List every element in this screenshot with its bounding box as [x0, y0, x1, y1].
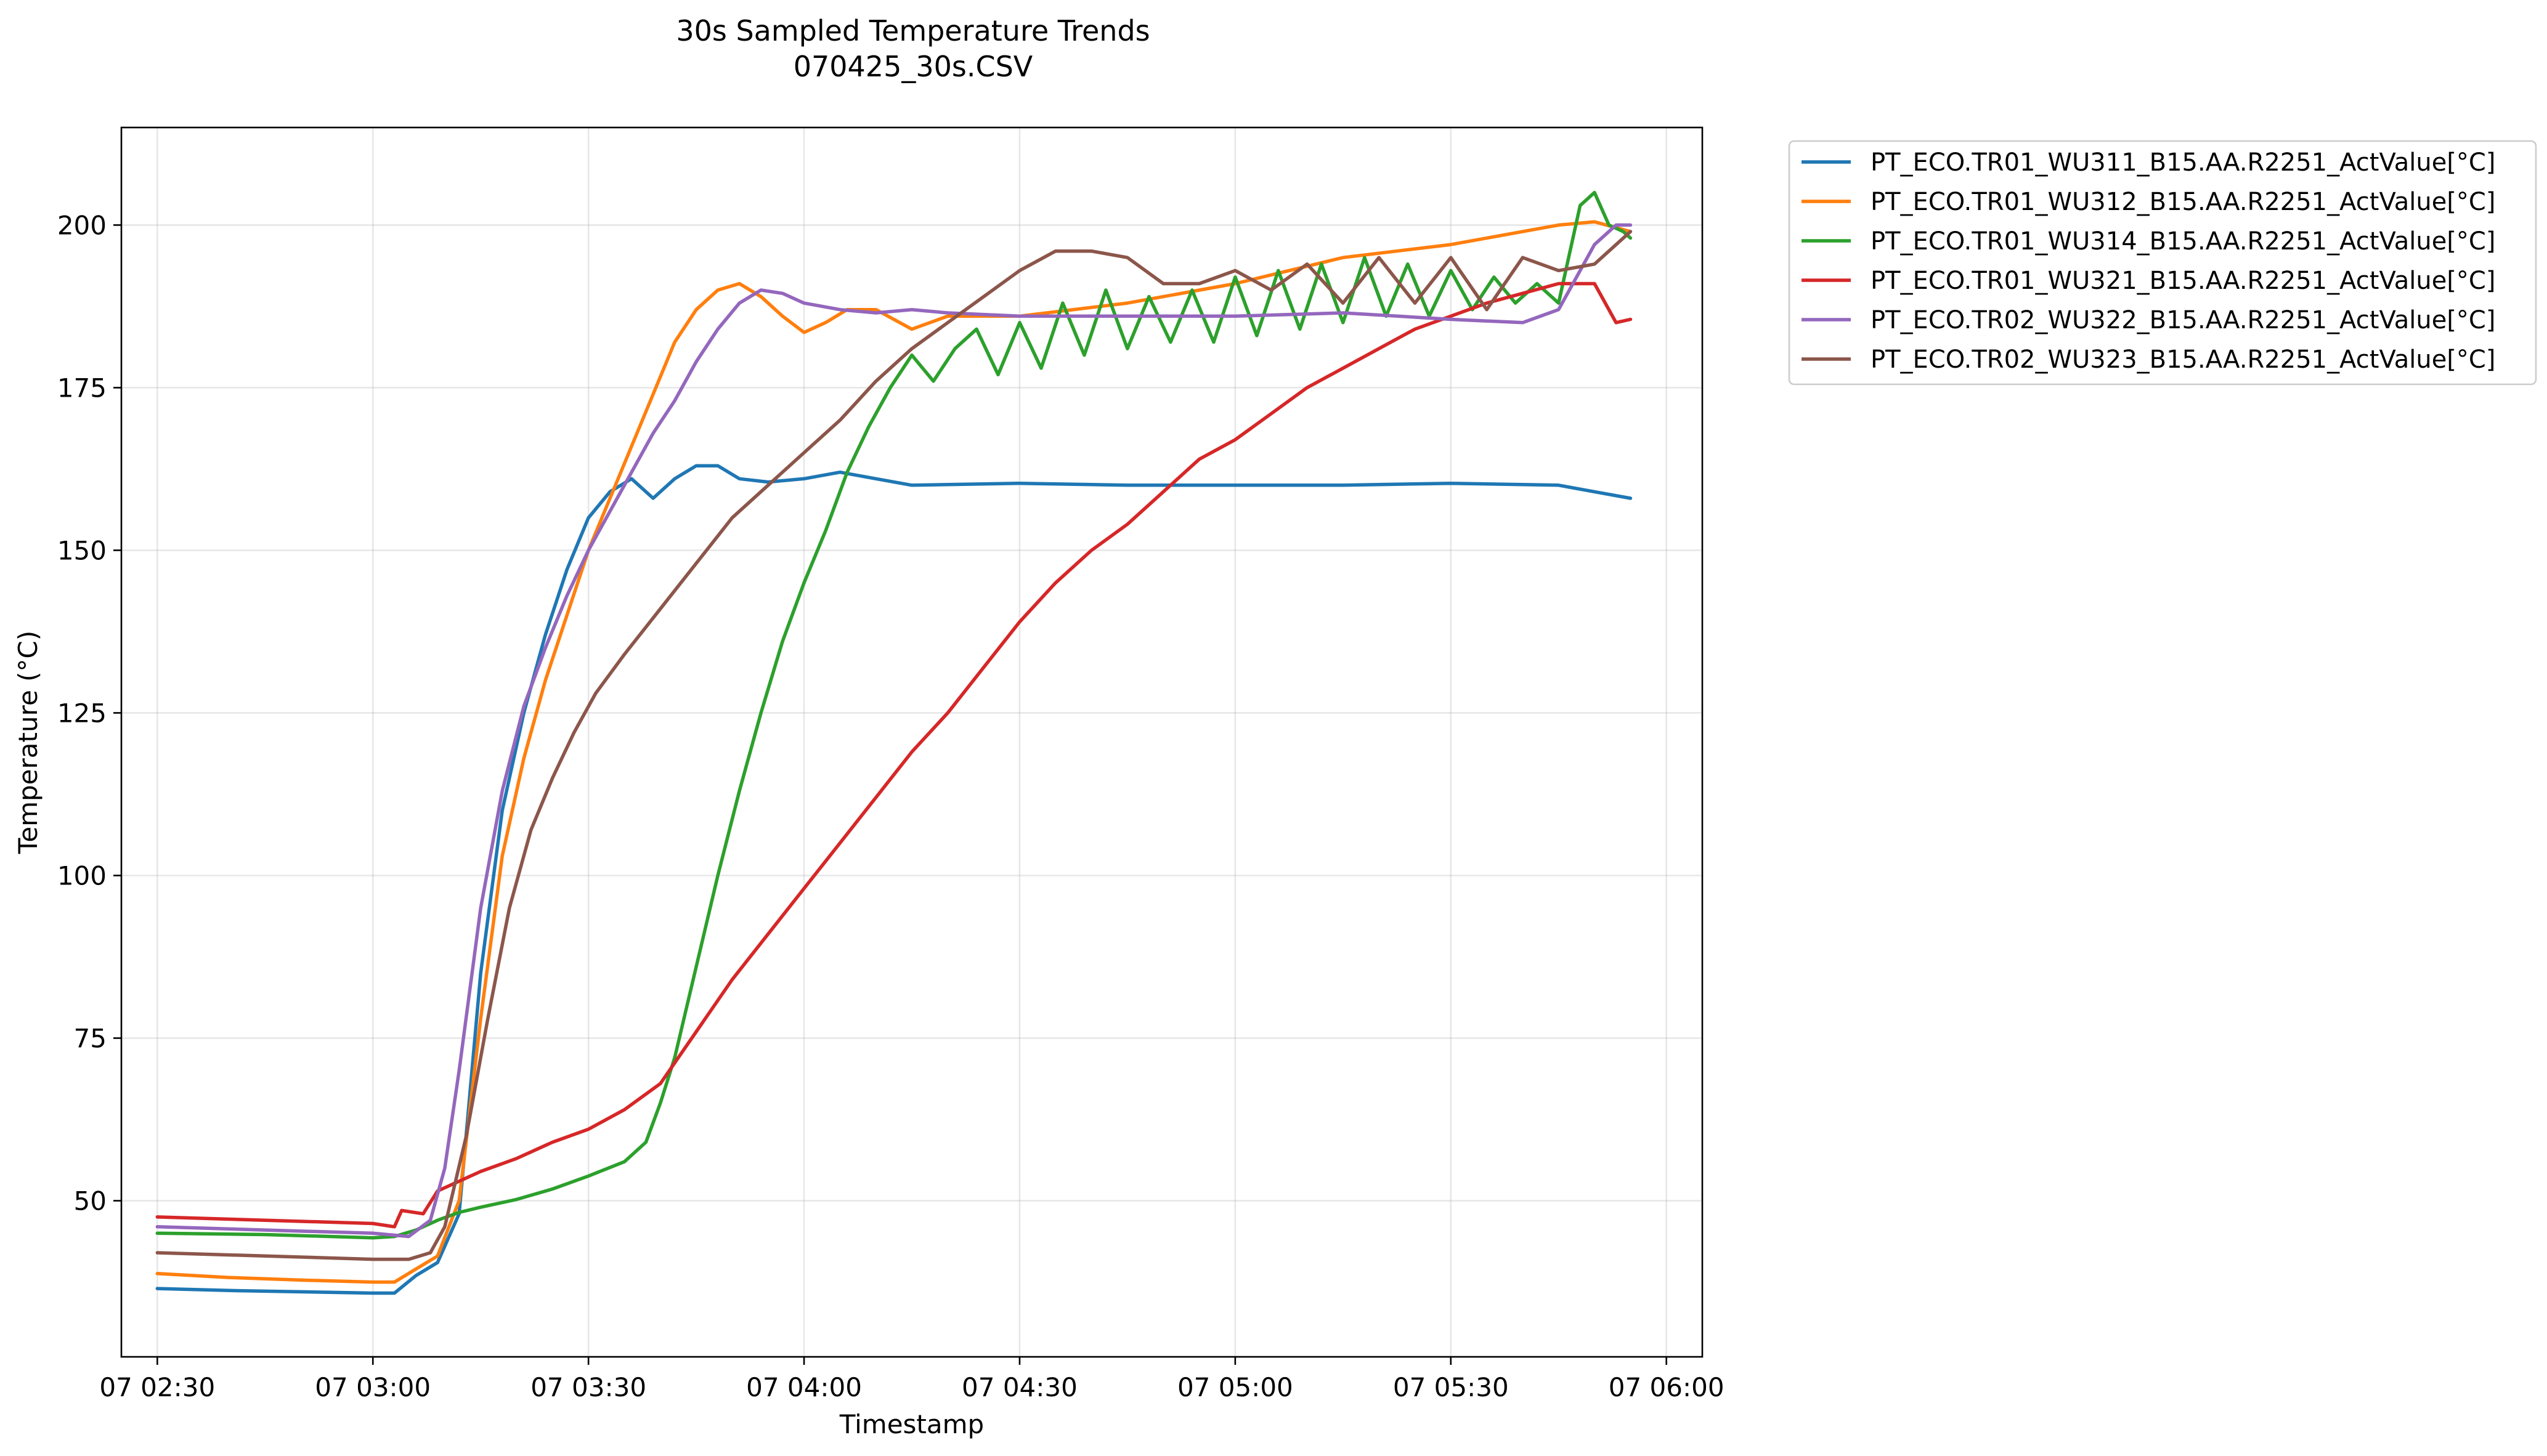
chart-title: 30s Sampled Temperature Trends: [676, 14, 1150, 47]
y-tick-label: 125: [57, 698, 107, 728]
legend-frame: [1788, 140, 2537, 386]
x-tick-label: 07 05:00: [1177, 1372, 1293, 1402]
legend-item-label: PT_ECO.TR01_WU312_B15.AA.R2251_ActValue[…: [1871, 188, 2495, 216]
x-tick-label: 07 04:00: [746, 1372, 862, 1402]
axis-ticks: 07 02:30 07 03:00 07 03:30 07 04:00 07 04:30…: [57, 210, 1724, 1402]
x-axis-label: Timestamp: [839, 1409, 984, 1439]
legend-item-label: PT_ECO.TR01_WU314_B15.AA.R2251_ActValue[…: [1871, 227, 2495, 256]
x-tick-label: 07 04:30: [962, 1372, 1078, 1402]
x-tick-label: 07 03:00: [315, 1372, 431, 1402]
x-tick-label: 07 03:30: [530, 1372, 646, 1402]
y-tick-label: 200: [57, 210, 107, 240]
series-line-5: [155, 223, 1633, 1239]
series-layer: [155, 190, 1633, 1295]
x-tick-label: 07 06:00: [1609, 1372, 1724, 1402]
x-tick-label: 07 05:30: [1393, 1372, 1509, 1402]
y-tick-label: 100: [57, 860, 107, 891]
chart-subtitle: 070425_30s.CSV: [794, 50, 1033, 83]
legend-item-label: PT_ECO.TR01_WU321_B15.AA.R2251_ActValue[…: [1871, 267, 2495, 295]
legend-item-label: PT_ECO.TR02_WU323_B15.AA.R2251_ActValue[…: [1871, 346, 2495, 374]
y-tick-label: 150: [57, 535, 107, 565]
series-line-6: [155, 230, 1633, 1261]
series-line-1: [155, 464, 1633, 1295]
legend-item-label: PT_ECO.TR01_WU311_B15.AA.R2251_ActValue[…: [1871, 148, 2495, 177]
plot-frame: [120, 126, 1704, 1358]
y-tick-label: 75: [74, 1024, 107, 1054]
x-tick-label: 07 02:30: [99, 1372, 215, 1402]
series-line-3: [155, 190, 1633, 1240]
legend: PT_ECO.TR01_WU311_B15.AA.R2251_ActValue[…: [1788, 140, 2537, 386]
y-axis-label: Temperature (°C): [13, 631, 43, 855]
series-line-2: [155, 220, 1633, 1284]
legend-item-label: PT_ECO.TR02_WU322_B15.AA.R2251_ActValue[…: [1871, 306, 2495, 334]
y-tick-label: 50: [74, 1186, 107, 1216]
grid: [121, 127, 1702, 1357]
y-tick-label: 175: [57, 373, 107, 403]
